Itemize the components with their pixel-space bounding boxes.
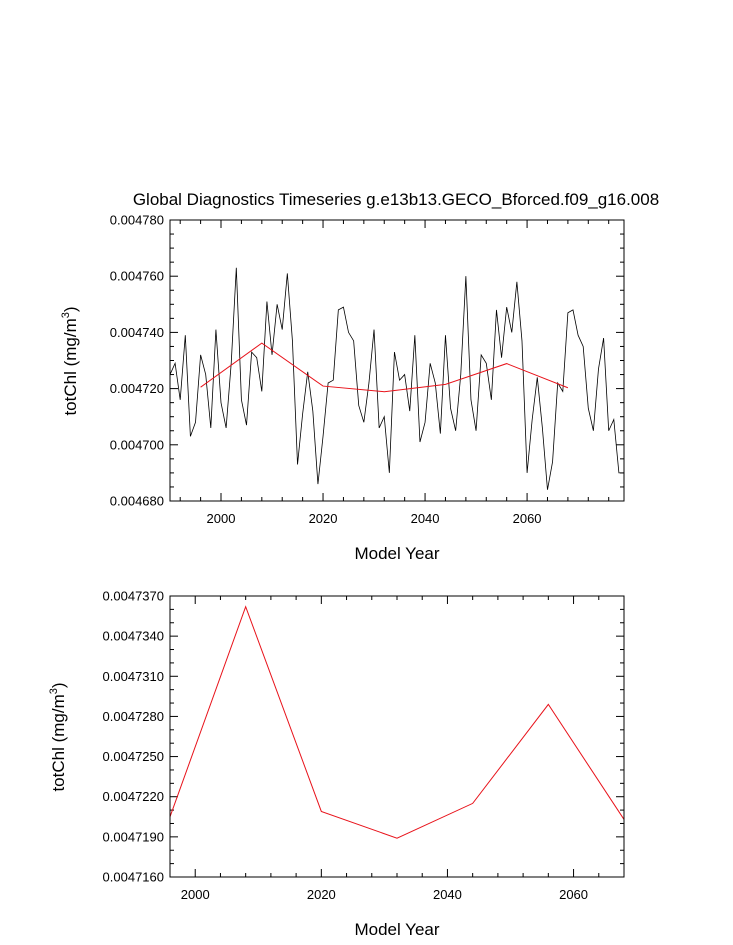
bottom-y-axis-title-close: ) bbox=[49, 682, 68, 688]
bottom-y-tick-label: 0.0047370 bbox=[103, 589, 164, 604]
bottom-y-axis-title-main: totChl (mg/m bbox=[49, 694, 68, 791]
bottom-major-ticks bbox=[170, 595, 624, 878]
top-y-tick-label: 0.004760 bbox=[110, 269, 164, 284]
bottom-y-tick-label: 0.0047160 bbox=[103, 870, 164, 885]
top-smoothed-series-line bbox=[200, 342, 569, 393]
top-y-tick-label: 0.004700 bbox=[110, 437, 164, 452]
top-minor-ticks bbox=[170, 220, 624, 501]
bottom-x-axis-title: Model Year bbox=[354, 920, 439, 939]
top-plot-frame bbox=[169, 219, 625, 502]
bottom-smoothed-series-line bbox=[169, 605, 625, 839]
top-x-tick-label: 2040 bbox=[411, 511, 440, 526]
top-y-axis-title: totChl (mg/m3) bbox=[60, 306, 80, 415]
bottom-y-tick-label: 0.0047220 bbox=[103, 789, 164, 804]
bottom-x-tick-label: 2000 bbox=[181, 887, 210, 902]
top-annual-series-line bbox=[169, 267, 624, 490]
bottom-plot-frame bbox=[169, 595, 625, 878]
bottom-y-tick-label: 0.0047280 bbox=[103, 709, 164, 724]
top-y-axis-title-close: ) bbox=[61, 306, 80, 312]
bottom-y-tick-label: 0.0047340 bbox=[103, 629, 164, 644]
bottom-x-tick-label: 2040 bbox=[433, 887, 462, 902]
top-x-tick-label: 2000 bbox=[207, 511, 236, 526]
top-y-axis-title-sup: 3 bbox=[60, 312, 72, 318]
bottom-y-tick-labels: 0.0047160 0.0047190 0.0047220 0.0047250 0.00… bbox=[103, 589, 164, 885]
top-y-tick-label: 0.004720 bbox=[110, 381, 164, 396]
plot-title: Global Diagnostics Timeseries g.e13b13.G… bbox=[133, 190, 659, 209]
bottom-minor-ticks bbox=[169, 596, 625, 877]
top-y-tick-label: 0.004740 bbox=[110, 325, 164, 340]
top-panel: 0.004680 0.004700 0.004720 0.004740 0.004760… bbox=[60, 213, 625, 563]
top-y-tick-label: 0.004680 bbox=[110, 494, 164, 509]
top-x-tick-labels: 2000 2020 2040 2060 bbox=[207, 511, 542, 526]
bottom-y-axis-title: totChl (mg/m3) bbox=[48, 682, 68, 791]
top-x-tick-label: 2060 bbox=[513, 511, 542, 526]
bottom-y-axis-title-sup: 3 bbox=[48, 688, 60, 694]
top-x-tick-label: 2020 bbox=[309, 511, 338, 526]
top-y-tick-label: 0.004780 bbox=[110, 213, 164, 228]
top-x-axis-title: Model Year bbox=[354, 544, 439, 563]
bottom-y-tick-label: 0.0047310 bbox=[103, 669, 164, 684]
bottom-x-tick-label: 2020 bbox=[307, 887, 336, 902]
bottom-y-tick-label: 0.0047250 bbox=[103, 749, 164, 764]
top-y-tick-labels: 0.004680 0.004700 0.004720 0.004740 0.004760… bbox=[110, 213, 164, 509]
top-y-axis-title-main: totChl (mg/m bbox=[61, 318, 80, 415]
bottom-x-tick-label: 2060 bbox=[559, 887, 588, 902]
bottom-x-tick-labels: 2000 2020 2040 2060 bbox=[181, 887, 588, 902]
bottom-panel: 0.0047160 0.0047190 0.0047220 0.0047250 0.00… bbox=[48, 589, 625, 939]
bottom-y-tick-label: 0.0047190 bbox=[103, 829, 164, 844]
